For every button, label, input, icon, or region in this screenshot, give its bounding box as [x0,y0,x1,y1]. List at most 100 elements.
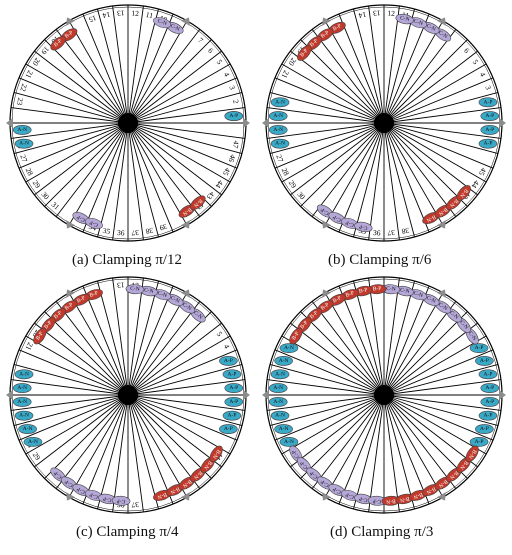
slot-divider-line [383,394,457,489]
slot-divider-line [353,394,385,510]
slot-divider-line [353,122,385,238]
phase-badge-text: C-N [157,290,168,299]
phase-badge-text: A-N [275,99,285,105]
slot-divider-line [383,394,499,426]
phase-badge-text: C-P [332,213,342,222]
phase-badge-text: C-N [130,286,140,293]
slot-divider-line [383,8,415,124]
slot-number-label: 45 [477,166,488,177]
phase-badge-text: C-P [320,206,330,216]
phase-badge-shape [224,397,244,407]
phase-badge-text: C-P [332,485,342,494]
phase-badge-a-n: A-N [14,138,34,149]
slot-divider-line [18,394,129,441]
phase-badge-shape [222,369,242,380]
clamp-marker [262,390,269,400]
slot-divider-line [383,394,468,479]
slot-divider-line [127,301,201,396]
phase-badge-text: B-P [291,331,301,341]
phase-badge-c-p: C-P [354,221,373,233]
slot-divider-line [290,50,385,124]
phase-badge-text: C-N [399,15,409,23]
phase-badge-text: A-N [17,127,27,133]
slot-divider-line [127,122,159,238]
slot-number-label: 11 [145,10,154,20]
phase-badge-text: C-P [89,219,99,227]
phase-badge-text: C-P [291,449,301,459]
phase-badge-text: B-N [192,469,203,480]
phase-badge-a-n: A-N [270,369,290,380]
phase-badge-shape [297,45,312,61]
slot-number-label: 38 [401,226,410,236]
phase-badge-b-n: B-N [190,195,206,210]
slot-divider-line [338,394,385,505]
slot-divider-line [55,394,129,489]
slot-divider-line [127,394,188,498]
phase-badge-text: A-N [273,113,283,119]
phase-badge-text: B-N [425,213,436,223]
slot-divider-line [383,335,487,396]
phase-badge-a-p: A-P [469,343,489,354]
phase-badge-b-p: B-P [33,327,47,345]
slot-divider-line [13,364,129,396]
slot-divider-line [368,394,385,513]
slot-divider-line [127,122,238,169]
phase-badge-text: B-P [320,30,330,40]
slot-number-label: 29 [31,450,43,461]
phase-badge-text: B-P [332,295,342,304]
phase-badge-a-n: A-N [279,343,299,354]
slot-divider-line [44,39,129,124]
slot-divider-line [127,349,238,396]
slot-number-label: 20 [287,56,299,67]
phase-badge-text: B-P [320,302,330,312]
phase-badge-shape [478,97,498,108]
slot-number-label: 6 [462,46,471,55]
slot-divider-line [127,394,246,411]
slot-divider-line [82,285,129,396]
phase-badge-text: B-N [448,469,459,480]
slot-divider-line [112,394,129,513]
phase-badge-text: A-P [229,399,238,405]
clamp-marker [66,17,75,26]
slot-divider-line [324,292,385,396]
clamp-marker [181,17,190,26]
phase-badge-shape [279,436,299,447]
clamp-marker [322,17,331,26]
slot-divider-line [324,122,385,226]
phase-badge-a-n: A-N [268,125,288,135]
slot-divider-line [383,77,494,124]
phase-badge-text: C-N [157,18,168,27]
slot-divider-line [274,122,385,169]
phase-badge-text: A-P [480,426,489,432]
slot-divider-line [82,394,129,505]
phase-badge-b-n: B-N [381,495,401,506]
slot-divider-line [383,364,499,396]
slot-number-label: 6 [206,46,215,55]
slot-number-label: 13 [117,8,125,17]
slot-number-label: 37 [387,228,395,237]
slot-divider-line [311,122,385,217]
slot-divider-line [383,20,444,124]
clamp-marker [6,390,13,400]
slot-number-label: 29 [31,178,43,189]
slot-divider-line [324,20,385,124]
phase-badge-shape [354,221,373,233]
phase-badge-text: B-P [359,287,369,295]
slot-divider-line [127,122,144,241]
phase-badge-shape [12,383,32,393]
center-hub [118,113,138,133]
slot-number-label: 20 [31,56,43,67]
slot-number-label: 3 [483,84,493,91]
phase-badge-text: C-N [386,286,396,293]
slot-number-label: 12 [131,8,139,17]
phase-badge-shape [274,356,293,366]
phase-badge-text: A-N [273,127,283,133]
phase-badge-c-n: C-N [153,17,172,29]
phase-badge-text: B-P [43,320,53,330]
phase-badge-text: B-N [192,197,203,208]
slot-divider-line [127,29,201,124]
phase-badge-a-p: A-P [224,383,244,393]
phase-badge-shape [219,356,238,366]
phase-badge-text: A-N [19,371,29,377]
phase-badge-c-n: C-N [395,285,414,297]
